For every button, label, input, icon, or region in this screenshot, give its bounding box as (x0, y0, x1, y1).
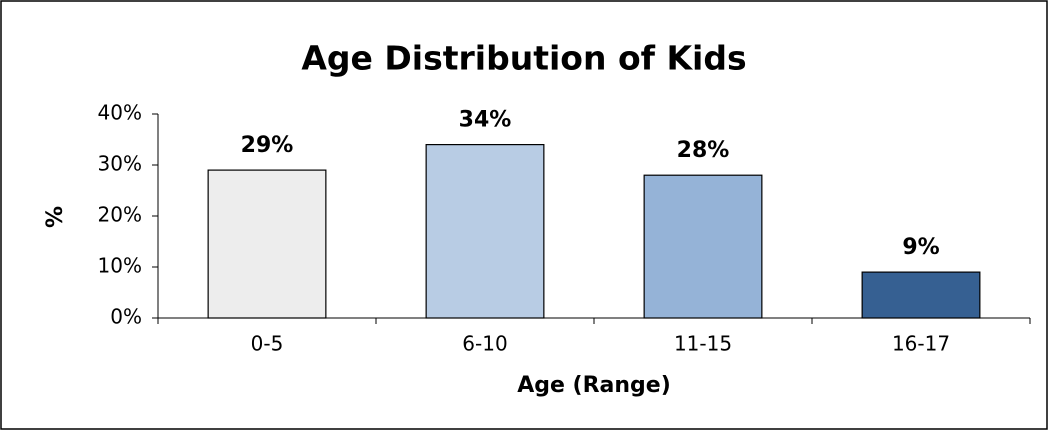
x-tick-label: 0-5 (251, 332, 284, 356)
data-label: 28% (677, 138, 730, 163)
y-tick-label: 40% (98, 101, 142, 125)
x-tick-label: 16-17 (892, 332, 950, 356)
bar (207, 169, 327, 319)
y-axis-label: % (43, 206, 68, 228)
bar (425, 144, 545, 319)
data-label: 34% (459, 108, 512, 133)
bar (861, 271, 981, 319)
y-tick-label: 30% (98, 152, 142, 176)
chart-title: Age Distribution of Kids (301, 39, 746, 78)
data-label: 9% (902, 235, 939, 260)
x-tick-label: 6-10 (462, 332, 507, 356)
data-label: 29% (241, 133, 294, 158)
x-axis-label: Age (Range) (517, 373, 671, 398)
x-tick-label: 11-15 (674, 332, 732, 356)
y-tick-label: 20% (98, 203, 142, 227)
y-tick-label: 0% (110, 305, 142, 329)
bar (643, 174, 763, 319)
y-tick-label: 10% (98, 254, 142, 278)
